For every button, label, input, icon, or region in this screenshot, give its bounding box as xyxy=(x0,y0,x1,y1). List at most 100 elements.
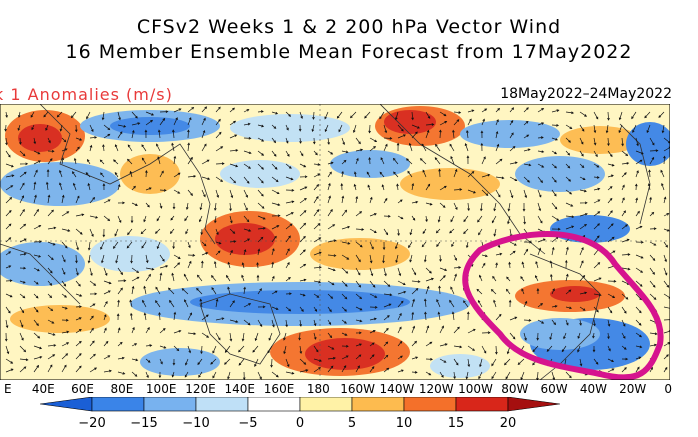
wind-vector xyxy=(167,287,175,295)
wind-vector xyxy=(439,358,447,363)
wind-vector xyxy=(243,163,251,169)
longitude-label: 20W xyxy=(619,382,647,396)
wind-vector xyxy=(621,367,627,373)
wind-vector xyxy=(607,163,615,167)
wind-vector xyxy=(631,111,637,120)
wind-vector xyxy=(298,332,301,341)
colorbar-segment xyxy=(40,397,93,412)
wind-vector xyxy=(141,241,147,249)
wind-vector xyxy=(536,371,539,380)
wind-vector xyxy=(439,371,444,378)
wind-vector xyxy=(341,159,347,165)
wind-vector xyxy=(47,319,55,324)
wind-vector xyxy=(565,289,572,295)
wind-vector xyxy=(257,110,264,113)
wind-vector xyxy=(299,111,303,119)
wind-vector xyxy=(449,299,455,308)
wind-vector xyxy=(607,332,610,340)
wind-vector xyxy=(491,215,497,224)
wind-vector xyxy=(508,261,511,269)
wind-vector xyxy=(159,170,164,178)
wind-vector xyxy=(551,124,560,127)
wind-vector xyxy=(159,358,163,365)
wind-vector xyxy=(229,107,235,113)
wind-vector xyxy=(61,330,70,334)
wind-vector xyxy=(285,358,290,368)
wind-vector xyxy=(507,215,511,225)
wind-vector xyxy=(271,163,278,170)
wind-vector xyxy=(355,354,362,360)
wind-vector xyxy=(327,171,332,178)
wind-vector xyxy=(327,137,331,145)
wind-vector xyxy=(660,169,665,178)
wind-vector xyxy=(661,182,665,191)
wind-vector xyxy=(352,124,357,133)
wind-vector xyxy=(285,371,295,375)
wind-vector xyxy=(313,345,319,353)
wind-vector xyxy=(341,209,348,217)
wind-vector xyxy=(397,326,402,334)
wind-vector xyxy=(495,176,505,180)
wind-vector xyxy=(257,137,265,142)
blob-33 xyxy=(430,354,490,378)
wind-vector xyxy=(70,111,77,119)
wind-vector xyxy=(45,124,49,131)
wind-vector xyxy=(551,176,557,183)
wind-vector xyxy=(635,319,642,326)
wind-vector xyxy=(537,163,545,168)
wind-vector xyxy=(449,228,455,234)
wind-vector xyxy=(383,367,390,373)
wind-vector xyxy=(114,172,119,178)
wind-vector xyxy=(551,227,561,231)
wind-vector xyxy=(129,170,133,178)
wind-vector xyxy=(271,275,275,282)
wind-vector xyxy=(5,111,8,118)
colorbar-tick-label: 0 xyxy=(295,416,305,431)
wind-vector xyxy=(535,261,539,269)
wind-vector xyxy=(299,345,303,355)
wind-vector xyxy=(450,286,455,295)
longitude-label: 40W xyxy=(579,382,607,396)
wind-vector xyxy=(33,240,42,244)
wind-vector xyxy=(425,202,433,206)
wind-vector xyxy=(523,163,532,167)
wind-vector xyxy=(227,371,231,380)
wind-vector xyxy=(89,367,97,373)
wind-vector xyxy=(271,189,280,195)
wind-vector xyxy=(238,358,245,366)
wind-vector xyxy=(5,293,13,298)
wind-vector xyxy=(537,136,544,139)
wind-vector xyxy=(649,254,656,261)
wind-vector xyxy=(173,345,180,352)
wind-vector xyxy=(327,182,331,191)
wind-vector xyxy=(411,267,417,276)
wind-vector xyxy=(229,202,232,212)
wind-vector xyxy=(313,209,320,217)
wind-vector xyxy=(185,228,189,235)
wind-vector xyxy=(621,306,627,314)
wind-vector xyxy=(649,366,653,373)
wind-vector xyxy=(451,241,455,248)
wind-vector xyxy=(369,228,377,233)
wind-vector xyxy=(411,200,419,204)
wind-vector xyxy=(130,216,134,224)
wind-vector xyxy=(649,156,655,165)
wind-vector xyxy=(607,197,613,204)
wind-vector xyxy=(212,371,217,379)
wind-vector xyxy=(117,287,123,295)
wind-vector xyxy=(5,223,12,230)
longitude-label: 180 xyxy=(306,382,330,396)
wind-vector xyxy=(172,203,176,210)
wind-vector xyxy=(75,213,85,217)
wind-vector xyxy=(229,319,239,323)
wind-vector xyxy=(75,241,79,251)
wind-vector xyxy=(5,265,12,269)
wind-vector xyxy=(565,150,571,156)
wind-vector xyxy=(397,312,402,321)
wind-vector xyxy=(327,224,336,230)
wind-vector xyxy=(495,252,503,256)
wind-vector xyxy=(61,148,68,152)
wind-vector xyxy=(271,261,275,269)
wind-vector xyxy=(383,280,391,287)
wind-vector xyxy=(369,293,378,298)
